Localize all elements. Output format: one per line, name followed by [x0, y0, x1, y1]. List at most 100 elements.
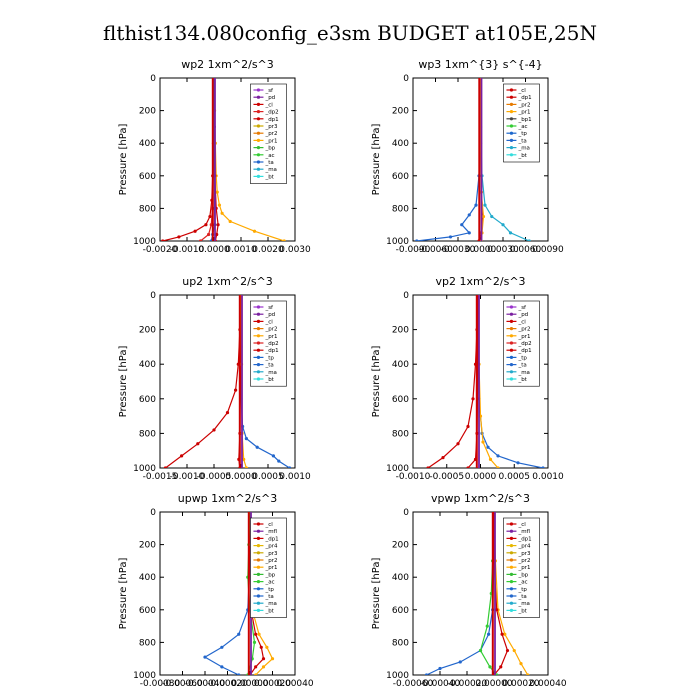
data-point	[467, 231, 471, 235]
legend-label: _mfl	[517, 529, 530, 535]
legend-marker	[509, 305, 514, 309]
legend-marker	[256, 305, 261, 309]
data-point	[215, 190, 219, 194]
x-tick-label: -0.00060	[393, 679, 434, 689]
data-point	[237, 673, 241, 675]
legend-label: _pr2	[517, 327, 530, 333]
legend-marker	[256, 572, 261, 577]
x-tick-label: -0.00080	[140, 679, 181, 689]
data-point	[488, 457, 493, 461]
legend-marker	[256, 88, 261, 92]
legend-label: _dp1	[264, 348, 278, 354]
legend-marker	[256, 565, 261, 569]
y-tick-label: 600	[392, 395, 409, 405]
legend-label: _dp1	[517, 536, 531, 542]
data-point	[220, 645, 224, 649]
data-point	[252, 640, 257, 645]
legend-marker	[256, 551, 261, 555]
legend-marker	[509, 544, 514, 548]
x-tick-label: 0.00020	[502, 679, 539, 689]
data-point	[460, 223, 464, 227]
x-tick-label: -0.0060	[418, 245, 453, 255]
y-tick-label: 200	[392, 107, 409, 117]
y-axis-label: Pressure [hPa]	[118, 558, 129, 630]
legend-label: _pr2	[517, 102, 530, 108]
legend-marker	[256, 160, 261, 164]
y-tick-label: 0	[403, 508, 409, 518]
legend-label: _dp2	[264, 341, 278, 347]
y-tick-label: 800	[392, 204, 409, 214]
legend-marker	[509, 551, 514, 555]
y-tick-label: 1000	[386, 237, 409, 247]
data-point	[415, 239, 419, 241]
legend-marker	[509, 355, 514, 359]
data-point	[527, 239, 531, 241]
legend-label: _ma	[264, 167, 276, 173]
data-point	[288, 466, 292, 468]
legend-marker	[509, 608, 514, 613]
y-tick-label: 800	[139, 638, 156, 648]
panel-title: vpwp 1xm^2/s^3	[431, 492, 530, 505]
legend-marker	[256, 334, 261, 338]
legend-box	[250, 83, 287, 184]
legend-marker	[256, 327, 261, 331]
data-point	[541, 466, 545, 468]
data-point	[456, 442, 460, 446]
data-point	[225, 411, 230, 415]
y-tick-label: 400	[139, 360, 156, 370]
y-axis-label: Pressure [hPa]	[371, 346, 382, 418]
x-tick-label: 0.00000	[475, 679, 512, 689]
data-point	[438, 666, 442, 671]
legend-label: _pr2	[517, 558, 530, 564]
legend-label: _pr4	[264, 544, 278, 550]
legend-label: _sf	[264, 88, 274, 94]
y-axis-label: Pressure [hPa]	[371, 124, 382, 196]
legend-marker	[509, 536, 514, 541]
legend-label: _pr3	[517, 551, 531, 557]
legend-label: _sf	[517, 305, 527, 311]
x-tick-label: -0.00020	[207, 679, 248, 689]
legend-label: _pr1	[264, 138, 277, 144]
legend-marker	[509, 529, 514, 533]
legend-label: _dp2	[517, 341, 531, 347]
y-tick-label: 0	[150, 74, 156, 84]
y-tick-label: 0	[403, 74, 409, 84]
y-tick-label: 400	[392, 360, 409, 370]
y-axis-label: Pressure [hPa]	[371, 558, 382, 630]
legend-marker	[509, 153, 514, 157]
panel-title: upwp 1xm^2/s^3	[178, 492, 278, 505]
data-point	[526, 673, 530, 675]
legend-marker	[509, 370, 514, 374]
plot-frame	[159, 294, 296, 469]
legend-label: _bp1	[517, 117, 531, 123]
data-point	[270, 657, 275, 661]
legend-marker	[256, 608, 261, 613]
x-tick-label: -0.0010	[170, 472, 205, 482]
y-tick-label: 1000	[133, 671, 156, 681]
data-point	[481, 440, 485, 444]
data-point	[207, 232, 211, 237]
data-point	[196, 442, 200, 446]
legend-label: _pr4	[517, 544, 531, 550]
data-point	[486, 445, 490, 449]
y-tick-label: 200	[392, 541, 409, 551]
legend-marker	[509, 334, 514, 338]
legend-marker	[509, 565, 514, 569]
series-line	[416, 78, 482, 241]
data-point	[177, 235, 181, 239]
data-point	[244, 436, 248, 441]
legend-marker	[256, 580, 261, 584]
y-tick-label: 400	[392, 139, 409, 149]
legend-marker	[256, 312, 261, 316]
data-point	[503, 632, 507, 636]
legend-label: _bt	[517, 608, 527, 614]
legend-marker	[256, 348, 261, 352]
data-point	[471, 397, 475, 401]
legend-marker	[509, 131, 514, 135]
panel-title: wp2 1xm^2/s^3	[181, 58, 274, 71]
data-point	[259, 645, 263, 649]
legend-label: _ma	[264, 370, 276, 376]
y-tick-label: 0	[403, 291, 409, 301]
legend-label: _pd	[264, 312, 275, 318]
x-tick-label: -0.0030	[441, 245, 476, 255]
